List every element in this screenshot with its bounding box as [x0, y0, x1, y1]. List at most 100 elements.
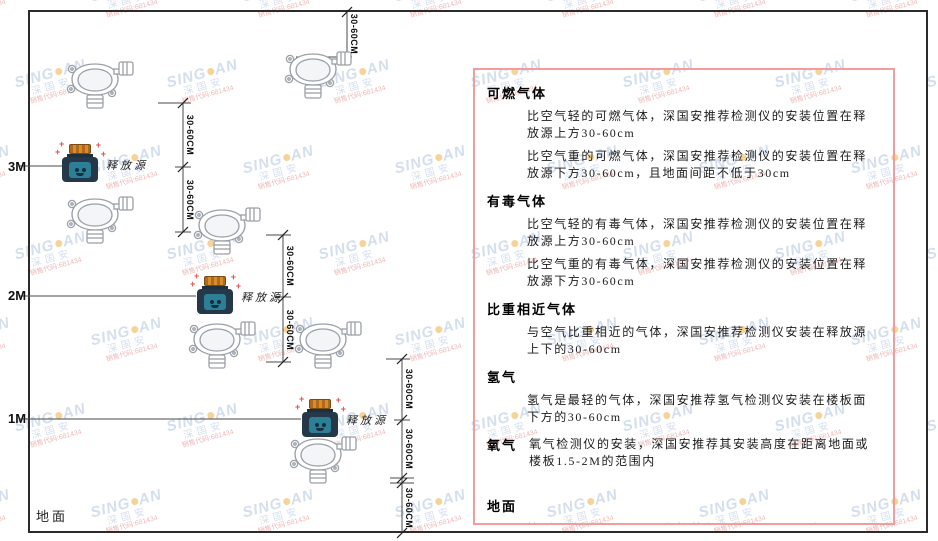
- gas-detector-icon: [284, 51, 352, 99]
- gas-spark-icon: +: [340, 404, 346, 414]
- source-face-mouth: [211, 304, 219, 308]
- gas-spark-icon: +: [59, 139, 65, 149]
- section-title: 比重相近气体: [487, 302, 578, 317]
- panel-section: 氢气 氢气是最轻的气体，深国安推荐氢气检测仪安装在楼板面下方的30-60cm: [475, 367, 893, 426]
- source-neck: [307, 409, 333, 412]
- room-frame: [28, 10, 928, 533]
- dimension-tick: [277, 356, 289, 368]
- source-face-eye: [321, 422, 326, 427]
- dimension-label: 30-60CM: [285, 245, 295, 287]
- dimension-tick: [177, 161, 189, 173]
- section-paragraph: 比空气轻的可燃气体，深国安推荐检测仪的安装位置在释放源上方30-60cm: [527, 109, 868, 140]
- gas-detector-icon: [66, 61, 134, 109]
- gas-spark-icon: +: [190, 279, 196, 289]
- source-body: [302, 412, 338, 437]
- gas-spark-icon: +: [230, 272, 236, 282]
- section-paragraph: 与空气比重相近的气体，深国安推荐检测仪安装在释放源上下的30-60cm: [527, 325, 868, 356]
- section-paragraph: 比空气轻的有毒气体，深国安推荐检测仪的安装位置在释放源上方30-60cm: [527, 217, 868, 248]
- section-title: 地面: [487, 499, 518, 514]
- gas-detector: [65, 191, 135, 250]
- gas-detector: [187, 316, 257, 375]
- source-cap: [309, 399, 331, 409]
- source-face-eye: [81, 167, 86, 172]
- height-label-2m: 2M: [8, 288, 27, 303]
- release-source-label: 释放源: [241, 292, 283, 304]
- section-body: 氢气是最轻的气体，深国安推荐氢气检测仪安装在楼板面下方的30-60cm: [527, 392, 877, 426]
- dimension-label: 30-60CM: [285, 309, 295, 351]
- dimension-label: 30-60CM: [404, 428, 414, 470]
- panel-section: 可燃气体比空气轻的可燃气体，深国安推荐检测仪的安装位置在释放源上方30-60cm…: [475, 83, 893, 182]
- dimension-label: 30-60CM: [404, 487, 414, 529]
- gas-spark-icon: +: [299, 394, 305, 404]
- source-neck: [202, 286, 228, 289]
- gas-spark-icon: +: [55, 147, 61, 157]
- height-label-1m: 1M: [8, 411, 27, 426]
- gas-detector: [192, 202, 262, 261]
- section-paragraph: 氧气检测仪的安装，深国安推荐其安装高度在距离地面或楼板1.5-2M的范围内: [529, 437, 870, 468]
- source-face-eye: [209, 299, 214, 304]
- section-title: 可燃气体: [487, 86, 548, 101]
- section-paragraph: 比空气重的可燃气体，深国安推荐检测仪的安装位置在释放源下方30-60cm，且地面…: [527, 149, 868, 180]
- dimension-tick: [177, 97, 189, 109]
- gas-detector-icon: [66, 196, 134, 244]
- source-cap: [204, 276, 226, 286]
- section-title: 氧气: [487, 438, 518, 453]
- gas-spark-icon: +: [95, 140, 101, 150]
- section-body: 检测仪地面间距，深国安推荐在30-60cm，且不得小于30cm，因为过低容易水溅…: [527, 521, 877, 523]
- info-panel-content: 可燃气体比空气轻的可燃气体，深国安推荐检测仪的安装位置在释放源上方30-60cm…: [475, 83, 893, 523]
- dimension-label: 30-60CM: [185, 179, 195, 221]
- source-face: [204, 293, 226, 310]
- dimension-label: 30-60CM: [185, 114, 195, 156]
- dimension-label: 30-60CM: [349, 13, 359, 55]
- release-source-label: 释放源: [106, 160, 148, 172]
- source-face: [69, 161, 91, 178]
- dimension-tick: [396, 527, 408, 539]
- gas-detector: [283, 46, 353, 105]
- section-body: 氧气检测仪的安装，深国安推荐其安装高度在距离地面或楼板1.5-2M的范围内: [529, 435, 877, 470]
- section-paragraph: 比空气重的有毒气体，深国安推荐检测仪的安装位置在释放源下方30-60cm: [527, 257, 868, 288]
- dimension-tick: [396, 414, 408, 426]
- release-source-icon: + + + +: [190, 272, 241, 314]
- dimension-tick: [396, 477, 408, 489]
- dimension-tick: [341, 6, 353, 18]
- panel-section: 有毒气体 比空气轻的有毒气体，深国安推荐检测仪的安装位置在释放源上方30-60cm…: [475, 191, 893, 290]
- dimension-tick: [277, 292, 289, 304]
- gas-spark-icon: +: [194, 271, 200, 281]
- gas-spark-icon: +: [235, 281, 241, 291]
- source-face-mouth: [316, 427, 324, 431]
- gas-spark-icon: +: [335, 395, 341, 405]
- dimension-tick: [396, 353, 408, 365]
- gas-detector-icon: [294, 321, 362, 369]
- section-title: 氢气: [487, 370, 518, 385]
- gas-spark-icon: +: [100, 149, 106, 159]
- panel-section: 地面检测仪地面间距，深国安推荐在30-60cm，且不得小于30cm，因为过低容易…: [475, 496, 893, 523]
- gas-detector: [65, 56, 135, 115]
- release-source-icon: + + + +: [55, 140, 106, 182]
- ground-label: 地面: [36, 509, 69, 524]
- dimension-tick: [396, 472, 408, 484]
- dimension-tick: [277, 229, 289, 241]
- source-face-mouth: [76, 172, 84, 176]
- source-body: [197, 289, 233, 314]
- panel-section: 比重相近气体与空气比重相近的气体，深国安推荐检测仪安装在释放源上下的30-60c…: [475, 299, 893, 358]
- section-paragraph: 氢气是最轻的气体，深国安推荐氢气检测仪安装在楼板面下方的30-60cm: [527, 393, 868, 424]
- gas-detector-icon: [188, 321, 256, 369]
- section-paragraph: 检测仪地面间距，深国安推荐在30-60cm，且不得小于30cm，因为过低容易水溅…: [527, 521, 877, 523]
- source-face-eye: [216, 299, 221, 304]
- panel-section: 氧气 氧气检测仪的安装，深国安推荐其安装高度在距离地面或楼板1.5-2M的范围内: [475, 435, 893, 470]
- section-body: 与空气比重相近的气体，深国安推荐检测仪安装在释放源上下的30-60cm: [527, 324, 877, 358]
- source-face-eye: [314, 422, 319, 427]
- gas-detector: [288, 431, 358, 490]
- gas-spark-icon: +: [295, 402, 301, 412]
- section-body: 比空气轻的有毒气体，深国安推荐检测仪的安装位置在释放源上方30-60cm 比空气重…: [527, 216, 877, 290]
- release-source-label: 释放源: [346, 415, 388, 427]
- section-body: 比空气轻的可燃气体，深国安推荐检测仪的安装位置在释放源上方30-60cm 比空气重…: [527, 108, 877, 182]
- gas-detector: [293, 316, 363, 375]
- release-source-icon: + + + +: [295, 395, 346, 437]
- source-face: [309, 416, 331, 433]
- dimension-tick: [177, 226, 189, 238]
- source-face-eye: [74, 167, 79, 172]
- height-label-3m: 3M: [8, 159, 27, 174]
